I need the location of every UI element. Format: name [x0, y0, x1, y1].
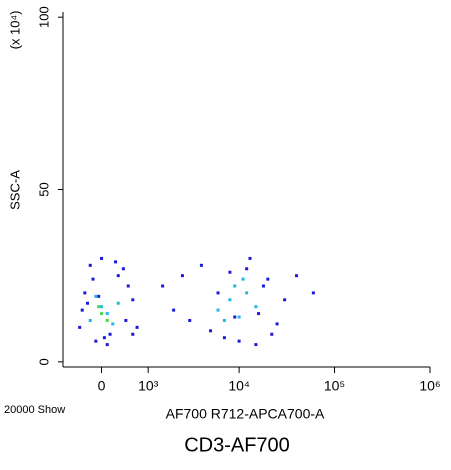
- point: [228, 298, 232, 302]
- point: [172, 308, 176, 312]
- point: [237, 315, 241, 319]
- point: [209, 329, 213, 333]
- chart-title: CD3-AF700: [184, 434, 290, 456]
- point: [114, 260, 118, 264]
- point: [116, 301, 120, 305]
- point: [311, 291, 315, 295]
- point: [180, 274, 184, 278]
- point: [108, 332, 112, 336]
- x-axis-label: AF700 R712-APCA700-A: [166, 406, 325, 422]
- point: [216, 308, 220, 312]
- point: [97, 294, 101, 298]
- point: [161, 284, 165, 288]
- point: [248, 256, 252, 260]
- point: [257, 312, 261, 316]
- x-tick-label: 10⁵: [324, 378, 345, 394]
- point: [233, 284, 237, 288]
- y-tick-label: 0: [36, 358, 51, 365]
- point: [100, 312, 104, 316]
- point: [97, 305, 101, 309]
- point: [131, 298, 135, 302]
- x-tick-label: 10³: [138, 378, 159, 394]
- point: [88, 263, 92, 267]
- point: [254, 343, 258, 347]
- point: [241, 277, 245, 281]
- point: [266, 277, 270, 281]
- point: [100, 256, 104, 260]
- point: [245, 291, 249, 295]
- point: [121, 267, 125, 271]
- y-axis-label: SSC-A: [7, 170, 22, 210]
- point: [105, 318, 109, 322]
- point: [80, 308, 84, 312]
- x-tick-label: 10⁴: [228, 378, 250, 394]
- point: [135, 325, 139, 329]
- point: [245, 267, 249, 271]
- point: [237, 339, 241, 343]
- point: [126, 284, 130, 288]
- y-tick-label: 50: [36, 182, 51, 196]
- point: [91, 277, 95, 281]
- event-note: 20000 Show: [4, 404, 65, 416]
- y-tick-label: 100: [36, 6, 51, 28]
- point: [199, 263, 203, 267]
- point: [275, 322, 279, 326]
- point: [102, 336, 106, 340]
- point: [216, 291, 220, 295]
- point: [188, 318, 192, 322]
- x-tick-label: 0: [98, 378, 106, 394]
- point: [222, 336, 226, 340]
- point: [131, 332, 135, 336]
- point: [261, 284, 265, 288]
- point: [105, 312, 109, 316]
- point: [86, 301, 90, 305]
- point: [83, 291, 87, 295]
- point: [233, 315, 237, 319]
- point: [254, 305, 258, 309]
- point: [222, 318, 226, 322]
- point: [228, 270, 232, 274]
- point: [124, 318, 128, 322]
- point: [94, 339, 98, 343]
- y-unit-label: (x 10⁴): [7, 11, 22, 50]
- point: [283, 298, 287, 302]
- point: [111, 322, 115, 326]
- point: [116, 274, 120, 278]
- point: [270, 332, 274, 336]
- point: [295, 274, 299, 278]
- point: [78, 325, 82, 329]
- point: [88, 318, 92, 322]
- point: [100, 305, 104, 309]
- x-tick-label: 10⁶: [419, 378, 440, 394]
- point: [105, 343, 109, 347]
- point: [94, 294, 98, 298]
